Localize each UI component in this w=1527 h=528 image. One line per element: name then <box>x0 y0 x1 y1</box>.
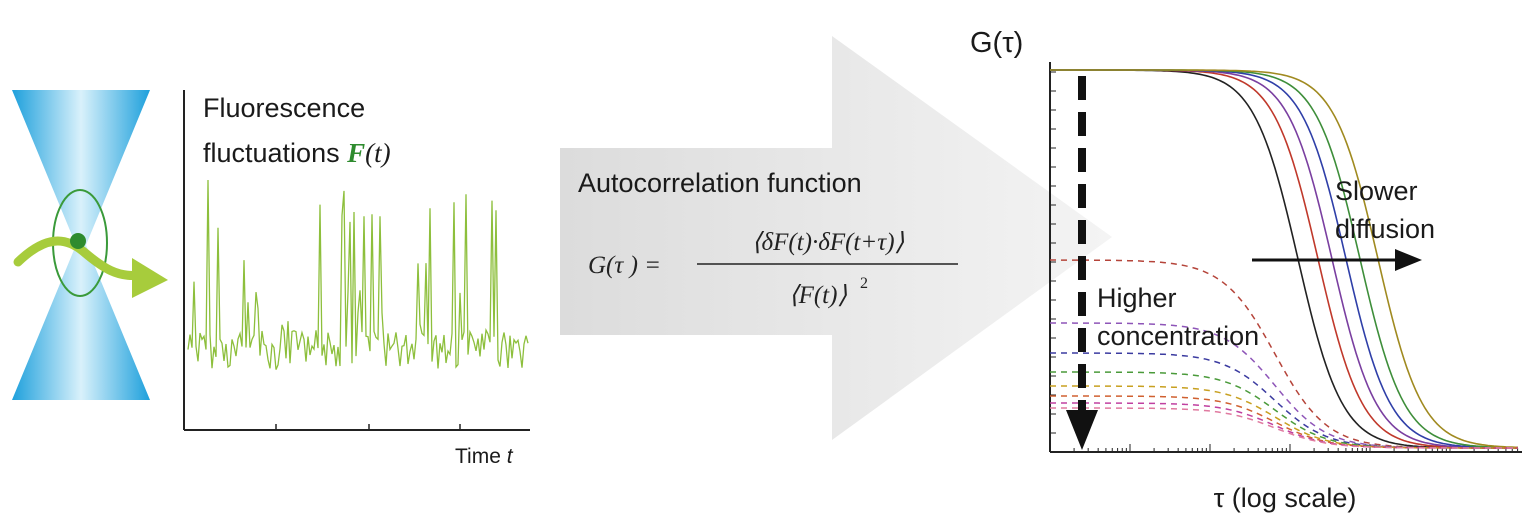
slower-label-line2: diffusion <box>1335 214 1435 244</box>
formula-power: 2 <box>860 275 868 292</box>
dashed-correlation-curve <box>1050 407 1518 449</box>
dashed-correlation-curve <box>1050 352 1518 449</box>
autocorrelation-title: Autocorrelation function <box>578 168 862 198</box>
molecule-path-arrow <box>13 236 145 281</box>
big-gray-arrow <box>560 36 1112 440</box>
correlation-dashed-curves <box>1050 259 1518 449</box>
dashed-correlation-curve <box>1050 259 1518 449</box>
solid-correlation-curve <box>1050 69 1518 449</box>
concentration-arrowhead <box>1066 410 1098 450</box>
diffusion-arrowhead <box>1395 249 1422 271</box>
molecule-dot <box>70 233 86 249</box>
trace-title-line2: fluctuations F(t) <box>203 138 391 168</box>
slower-label-line1: Slower <box>1335 176 1418 206</box>
correlation-x-ticks <box>1049 444 1519 452</box>
trace-title-line1: Fluorescence <box>203 93 365 123</box>
dashed-correlation-curve <box>1050 402 1518 449</box>
formula-lhs: G(τ ) = <box>588 252 661 279</box>
correlation-y-label: G(τ) <box>970 27 1023 59</box>
higher-label-line2: concentration <box>1097 321 1259 351</box>
trace-x-label: Time t <box>455 445 514 468</box>
trace-panel: Fluorescence fluctuations F(t) Time t <box>183 90 530 468</box>
fluorescence-trace <box>187 179 529 370</box>
formula-denominator: ⟨F(t)⟩ <box>789 282 848 309</box>
autocorrelation-arrow: Autocorrelation function G(τ ) = ⟨δF(t)·… <box>560 36 1112 440</box>
higher-label-line1: Higher <box>1097 283 1177 313</box>
dashed-correlation-curve <box>1050 371 1518 449</box>
correlation-x-label: τ (log scale) <box>1214 483 1357 513</box>
trace-x-ticks <box>275 424 461 430</box>
formula-numerator: ⟨δF(t)·δF(t+τ)⟩ <box>752 229 905 256</box>
correlation-y-ticks <box>1050 71 1056 434</box>
correlation-panel: G(τ) Slower diffusion Higher concentrati… <box>970 27 1522 513</box>
focal-volume-illustration <box>12 90 168 400</box>
molecule-arrowhead <box>132 258 168 298</box>
